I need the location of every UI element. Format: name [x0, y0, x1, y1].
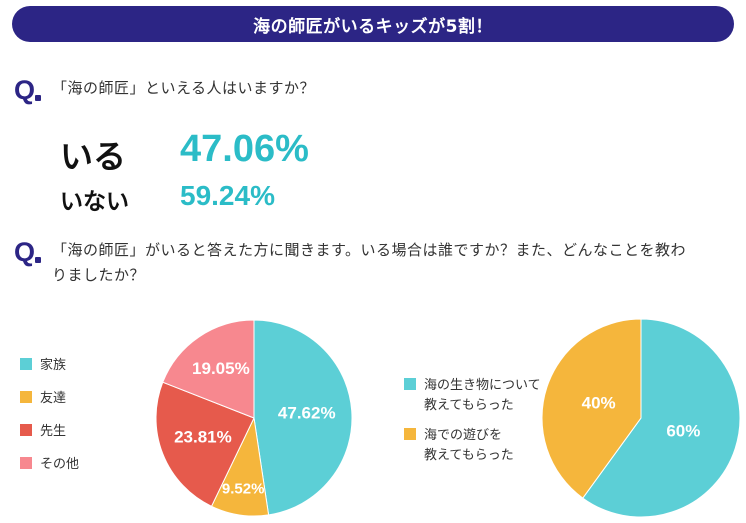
legend-item: 先生 [20, 422, 79, 442]
q-mark-icon: Q [14, 238, 52, 266]
legend-label: 家族 [40, 358, 67, 373]
banner-title: 海の師匠がいるキッズが5割！ [253, 16, 493, 37]
pie-data-label: 23.81% [174, 428, 232, 447]
answer-yes-value: 47.06% [180, 128, 309, 170]
legend-item: 海での遊びを 教えてもらった [404, 426, 541, 466]
q-mark-icon: Q [14, 76, 52, 104]
pie-data-label: 60% [666, 421, 700, 440]
legend-label: その他 [40, 457, 80, 472]
pie-slice [582, 318, 741, 518]
legend-label: 海の生き物について 教えてもらった [424, 378, 541, 413]
legend-label: 海での遊びを 教えてもらった [424, 428, 514, 463]
pie-data-label: 40% [582, 394, 616, 413]
legend-swatch [20, 391, 32, 403]
pie-slice [210, 416, 270, 517]
question-2: Q 「海の師匠」がいると答えた方に聞きます。いる場合は誰ですか？また、どんなこと… [14, 238, 686, 288]
pie-slice [253, 319, 353, 516]
question-2-line-2: りましたか？ [52, 266, 146, 284]
legend-label: 先生 [40, 424, 67, 439]
legend-item: その他 [20, 455, 79, 475]
legend-label: 友達 [40, 391, 67, 406]
legend-swatch [20, 358, 32, 370]
legend-item: 友達 [20, 389, 79, 409]
pie-chart-2-legend: 海の生き物について 教えてもらった 海での遊びを 教えてもらった [404, 376, 541, 476]
banner: 海の師匠がいるキッズが5割！ [12, 6, 734, 42]
pie-data-label: 9.52% [222, 481, 265, 498]
pie-chart-1-legend: 家族 友達 先生 その他 [20, 356, 79, 488]
answer-yes-label: いる [60, 137, 126, 176]
pie-slice [162, 319, 255, 419]
pie-slice [155, 381, 255, 507]
legend-swatch [20, 424, 32, 436]
legend-swatch [404, 378, 416, 390]
legend-swatch [404, 428, 416, 440]
question-1: Q 「海の師匠」といえる人はいますか？ [14, 76, 315, 104]
legend-swatch [20, 457, 32, 469]
legend-item: 家族 [20, 356, 79, 376]
pie-slice [541, 318, 642, 499]
legend-item: 海の生き物について 教えてもらった [404, 376, 541, 416]
question-1-text: 「海の師匠」といえる人はいますか？ [52, 79, 316, 97]
answer-no-value: 59.24% [180, 180, 275, 211]
pie-data-label: 19.05% [192, 359, 250, 378]
question-2-line-1: 「海の師匠」がいると答えた方に聞きます。いる場合は誰ですか？また、どんなことを教… [52, 241, 687, 259]
question-2-text: 「海の師匠」がいると答えた方に聞きます。いる場合は誰ですか？また、どんなことを教… [52, 238, 686, 288]
pie-data-label: 47.62% [278, 404, 336, 423]
answer-no-label: いない [60, 189, 129, 215]
